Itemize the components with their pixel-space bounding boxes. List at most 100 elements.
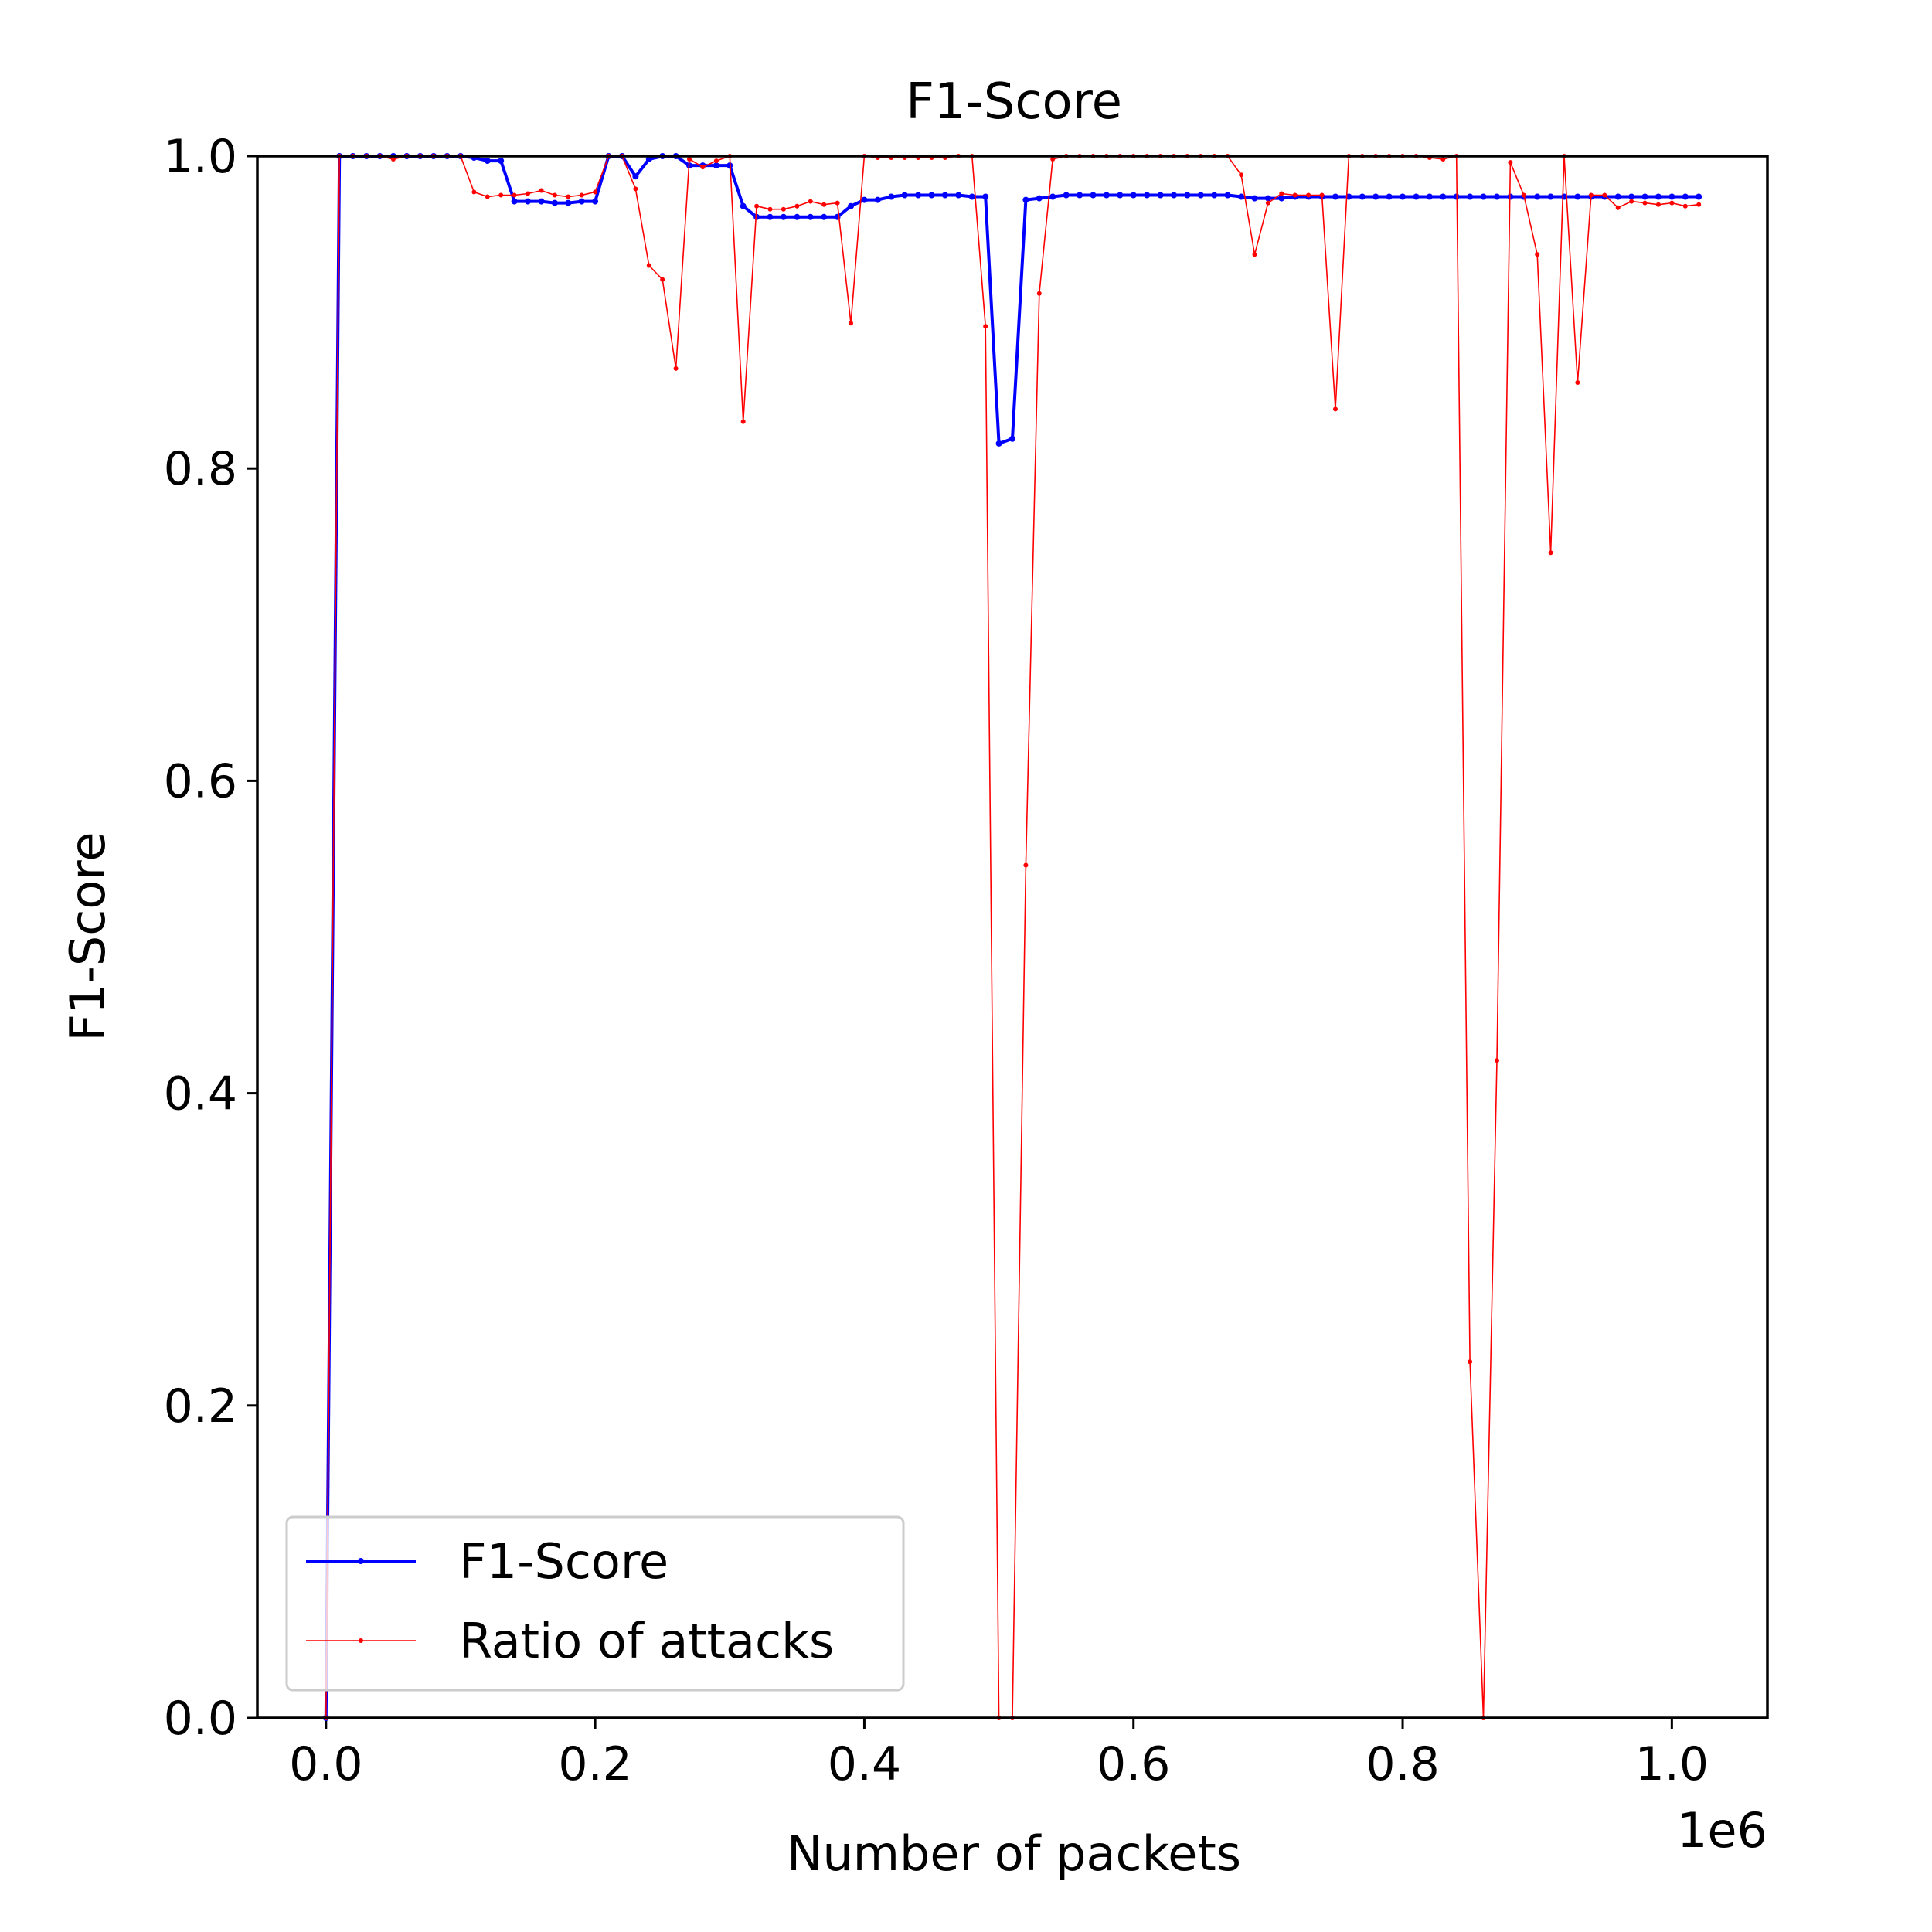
data-point-ratio-of-attacks [849, 321, 853, 326]
data-point-f1-score [1494, 193, 1500, 200]
data-point-f1-score [1386, 193, 1393, 200]
data-point-f1-score [565, 199, 572, 206]
data-point-f1-score [955, 192, 962, 199]
y-tick-label: 0.0 [164, 1692, 237, 1746]
data-point-ratio-of-attacks [646, 263, 651, 268]
data-point-f1-score [1614, 193, 1621, 200]
data-point-f1-score [753, 213, 760, 220]
data-point-f1-score [1359, 193, 1366, 200]
data-point-f1-score [928, 192, 935, 199]
data-point-ratio-of-attacks [1292, 192, 1298, 198]
data-point-ratio-of-attacks [1548, 550, 1553, 556]
y-axis-label: F1-Score [60, 832, 116, 1041]
data-point-ratio-of-attacks [767, 206, 773, 212]
x-tick-label: 0.0 [289, 1737, 362, 1791]
data-point-ratio-of-attacks [700, 165, 706, 170]
data-point-f1-score [1696, 193, 1702, 200]
data-point-ratio-of-attacks [713, 158, 719, 164]
data-point-ratio-of-attacks [1319, 192, 1325, 198]
data-point-f1-score [1049, 193, 1056, 200]
data-point-f1-score [1400, 193, 1406, 200]
data-point-ratio-of-attacks [1615, 205, 1621, 210]
data-point-f1-score [1641, 193, 1648, 200]
data-point-f1-score [1251, 195, 1258, 202]
data-point-ratio-of-attacks [1333, 406, 1338, 412]
data-point-ratio-of-attacks [1602, 192, 1607, 198]
data-point-ratio-of-attacks [794, 203, 800, 209]
data-point-f1-score [1117, 192, 1124, 199]
data-point-f1-score [1036, 195, 1043, 202]
data-point-f1-score [1077, 192, 1083, 199]
data-point-f1-score [1197, 192, 1204, 199]
data-point-ratio-of-attacks [539, 188, 544, 193]
data-point-ratio-of-attacks [566, 194, 571, 199]
legend-marker-ratio-of-attacks [359, 1638, 363, 1643]
data-point-ratio-of-attacks [471, 189, 477, 195]
data-point-f1-score [1063, 192, 1070, 199]
data-point-ratio-of-attacks [1306, 192, 1311, 198]
x-tick-label: 0.2 [558, 1737, 631, 1791]
data-point-ratio-of-attacks [485, 194, 490, 199]
data-point-f1-score [1022, 196, 1029, 203]
x-tick-label: 0.8 [1366, 1737, 1439, 1791]
data-point-f1-score [645, 156, 652, 162]
data-point-ratio-of-attacks [673, 366, 679, 371]
data-point-f1-score [1278, 195, 1285, 202]
data-point-ratio-of-attacks [835, 200, 840, 206]
data-point-f1-score [1372, 193, 1379, 200]
data-point-ratio-of-attacks [1265, 200, 1270, 206]
data-point-ratio-of-attacks [1495, 1058, 1499, 1063]
data-point-f1-score [794, 213, 801, 220]
data-point-ratio-of-attacks [1050, 157, 1056, 162]
data-point-f1-score [1574, 193, 1581, 200]
data-point-ratio-of-attacks [526, 191, 530, 196]
data-point-f1-score [498, 158, 505, 165]
data-point-ratio-of-attacks [1508, 160, 1513, 165]
data-point-ratio-of-attacks [1279, 191, 1284, 196]
data-point-f1-score [941, 192, 948, 199]
data-point-ratio-of-attacks [1440, 157, 1446, 162]
data-point-f1-score [511, 198, 518, 205]
data-point-ratio-of-attacks [660, 277, 665, 282]
chart-title: F1-Score [906, 73, 1122, 131]
data-point-ratio-of-attacks [1588, 192, 1594, 198]
data-point-f1-score [1547, 193, 1554, 200]
data-point-f1-score [1224, 192, 1231, 199]
data-point-f1-score [713, 162, 719, 169]
data-point-ratio-of-attacks [1682, 203, 1688, 209]
data-point-f1-score [525, 198, 531, 205]
data-point-f1-score [1144, 192, 1151, 199]
data-point-f1-score [1090, 192, 1097, 199]
data-point-f1-score [780, 213, 787, 220]
data-point-ratio-of-attacks [821, 202, 827, 207]
data-point-f1-score [874, 196, 881, 203]
data-point-ratio-of-attacks [781, 206, 786, 212]
data-point-f1-score [901, 192, 908, 199]
y-tick-label: 0.4 [164, 1067, 237, 1121]
data-point-f1-score [807, 213, 814, 220]
data-point-ratio-of-attacks [754, 203, 760, 209]
data-point-f1-score [1413, 193, 1420, 200]
data-point-f1-score [578, 198, 585, 205]
data-point-ratio-of-attacks [1023, 862, 1029, 868]
data-point-f1-score [1534, 193, 1541, 200]
data-point-f1-score [632, 173, 639, 180]
data-point-ratio-of-attacks [1655, 202, 1661, 207]
data-point-f1-score [551, 199, 558, 206]
data-point-f1-score [1157, 192, 1164, 199]
y-tick-label: 0.2 [164, 1379, 237, 1434]
y-tick-label: 1.0 [164, 130, 237, 184]
data-point-ratio-of-attacks [1629, 199, 1634, 204]
data-point-f1-score [1655, 193, 1662, 200]
data-point-f1-score [767, 213, 774, 220]
data-point-f1-score [1332, 193, 1338, 200]
data-point-ratio-of-attacks [512, 192, 517, 198]
data-point-f1-score [1480, 193, 1487, 200]
data-point-f1-score [1426, 193, 1433, 200]
axis-ticks: 0.0 0.2 0.4 0.6 0.8 1.0 0.0 0.2 0.4 0.6 0.8 1.0 [164, 130, 1709, 1791]
data-point-f1-score [995, 440, 1002, 447]
data-point-f1-score [1171, 192, 1177, 199]
data-point-ratio-of-attacks [983, 324, 988, 329]
data-point-ratio-of-attacks [1036, 291, 1042, 296]
